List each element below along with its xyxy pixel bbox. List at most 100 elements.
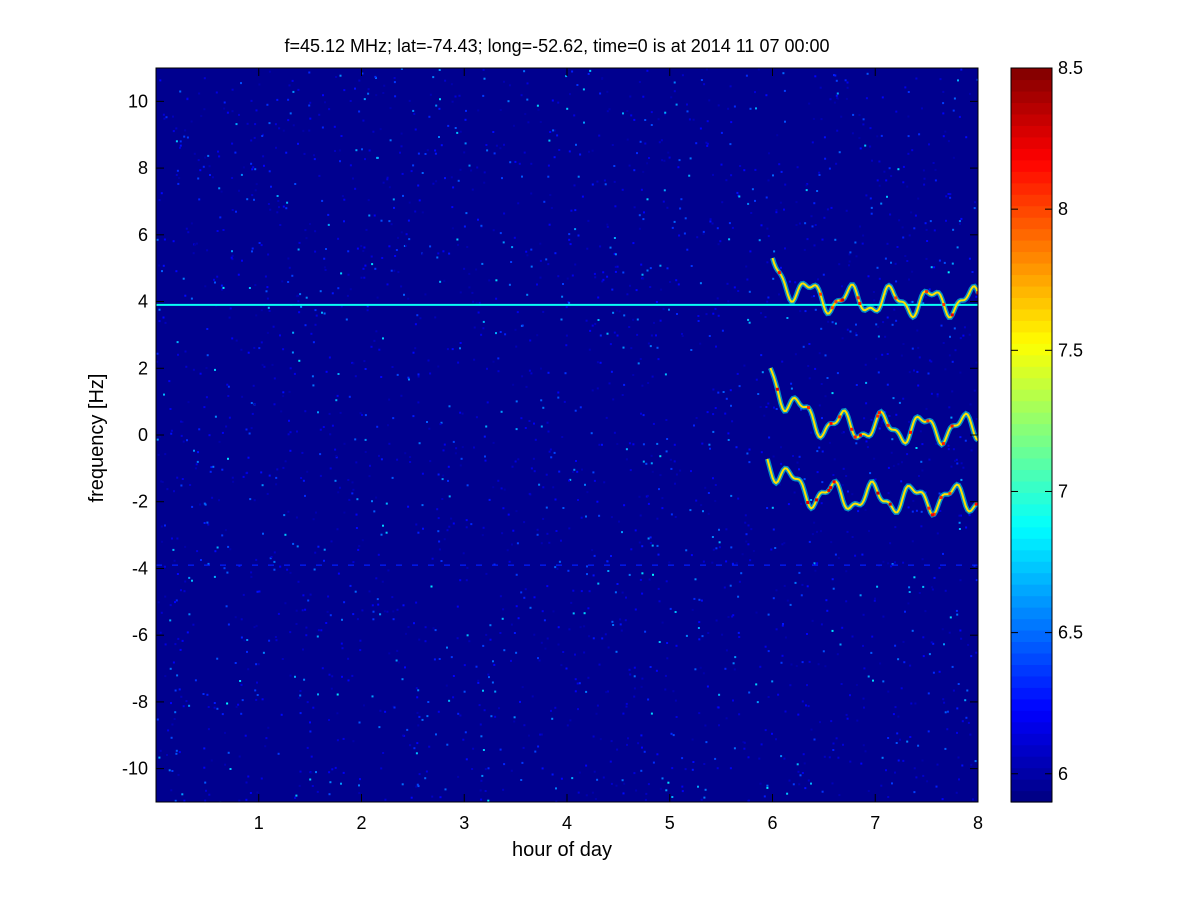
noise-cell <box>384 710 387 713</box>
noise-cell <box>893 308 896 311</box>
noise-cell <box>335 399 338 402</box>
noise-cell <box>911 300 914 303</box>
noise-cell <box>180 589 182 592</box>
noise-cell <box>840 115 843 118</box>
noise-cell <box>637 742 640 745</box>
noise-cell <box>650 124 653 126</box>
noise-cell <box>294 183 297 185</box>
noise-cell <box>949 193 952 196</box>
noise-cell <box>513 236 516 239</box>
noise-cell <box>703 763 706 765</box>
noise-cell <box>628 573 631 576</box>
noise-cell <box>298 241 301 244</box>
noise-cell <box>427 701 430 703</box>
noise-cell <box>814 308 817 311</box>
noise-cell <box>412 164 415 167</box>
noise-cell <box>892 464 895 467</box>
noise-cell <box>602 278 605 281</box>
noise-cell <box>902 561 905 564</box>
noise-cell <box>880 784 883 787</box>
noise-cell <box>240 636 243 639</box>
noise-cell <box>536 334 539 337</box>
noise-cell <box>534 750 537 753</box>
noise-cell <box>484 459 487 462</box>
noise-cell <box>200 559 202 561</box>
noise-cell <box>315 511 317 514</box>
noise-cell <box>574 228 577 231</box>
noise-cell <box>382 752 385 754</box>
noise-cell <box>542 517 545 520</box>
noise-cell <box>808 414 811 417</box>
noise-cell <box>938 259 941 262</box>
noise-cell <box>226 571 229 574</box>
noise-cell <box>703 83 706 86</box>
noise-cell <box>681 785 684 788</box>
colorbar-band <box>1011 217 1052 230</box>
noise-cell <box>738 195 741 198</box>
noise-cell <box>364 451 367 453</box>
noise-cell <box>352 177 354 180</box>
noise-cell <box>778 293 780 296</box>
noise-cell <box>308 129 311 132</box>
noise-cell <box>960 478 963 481</box>
noise-cell <box>828 441 831 444</box>
noise-cell <box>684 768 687 771</box>
noise-cell <box>523 151 526 154</box>
noise-cell <box>441 498 444 500</box>
colorbar-band <box>1011 79 1052 92</box>
noise-cell <box>215 91 218 94</box>
noise-cell <box>915 447 918 449</box>
noise-cell <box>352 613 355 616</box>
noise-cell <box>181 478 184 480</box>
noise-cell <box>936 763 939 766</box>
noise-cell <box>443 538 446 541</box>
colorbar-band <box>1011 629 1052 643</box>
noise-cell <box>366 305 369 308</box>
noise-cell <box>354 375 357 378</box>
noise-cell <box>206 693 209 696</box>
noise-cell <box>651 544 654 547</box>
noise-cell <box>308 104 311 107</box>
noise-cell <box>412 109 415 112</box>
noise-cell <box>352 488 355 491</box>
colorbar-band <box>1011 90 1052 104</box>
noise-cell <box>576 470 579 473</box>
noise-cell <box>571 274 574 277</box>
noise-cell <box>421 211 424 214</box>
x-tick-label: 4 <box>562 813 572 833</box>
noise-cell <box>959 579 962 582</box>
noise-cell <box>863 417 866 420</box>
noise-cell <box>624 619 627 622</box>
noise-cell <box>641 592 644 595</box>
noise-cell <box>650 454 653 457</box>
noise-cell <box>309 721 311 724</box>
noise-cell <box>388 442 391 445</box>
noise-cell <box>478 301 481 304</box>
noise-cell <box>375 94 378 97</box>
noise-cell <box>170 736 173 739</box>
noise-cell <box>249 498 252 501</box>
noise-cell <box>234 616 237 619</box>
noise-cell <box>457 361 460 364</box>
noise-cell <box>173 559 176 562</box>
noise-cell <box>278 206 280 209</box>
noise-cell <box>954 349 957 352</box>
noise-cell <box>177 182 180 185</box>
noise-cell <box>417 401 420 404</box>
noise-cell <box>918 356 921 359</box>
noise-cell <box>947 140 950 143</box>
noise-cell <box>607 646 610 649</box>
noise-cell <box>756 701 759 704</box>
noise-cell <box>306 470 309 473</box>
noise-cell <box>319 453 322 456</box>
noise-cell <box>811 295 813 298</box>
noise-cell <box>718 528 720 531</box>
noise-cell <box>664 674 667 677</box>
noise-cell <box>958 778 960 781</box>
noise-cell <box>273 560 276 563</box>
noise-cell <box>865 381 868 384</box>
noise-cell <box>838 794 841 797</box>
noise-cell <box>634 608 637 611</box>
colorbar-band <box>1011 457 1052 471</box>
noise-cell <box>482 320 485 323</box>
